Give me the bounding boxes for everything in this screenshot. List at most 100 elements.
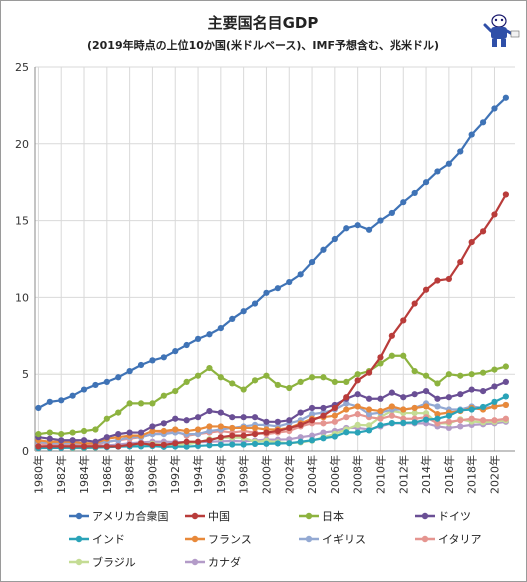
data-point xyxy=(172,426,179,433)
data-point xyxy=(183,443,190,450)
data-point xyxy=(240,432,247,439)
data-point xyxy=(491,403,498,410)
data-point xyxy=(331,433,338,440)
series-1 xyxy=(35,191,509,450)
data-point xyxy=(354,377,361,384)
data-point xyxy=(434,415,441,422)
data-point xyxy=(240,424,247,432)
data-point xyxy=(103,378,110,385)
data-point xyxy=(46,435,53,442)
data-point xyxy=(479,417,487,424)
data-point xyxy=(400,317,407,324)
data-point xyxy=(194,438,202,445)
data-point xyxy=(206,331,213,338)
data-point xyxy=(491,383,498,390)
data-point xyxy=(251,377,259,384)
x-tick-label: 1996年 xyxy=(214,455,228,494)
data-point xyxy=(206,427,213,435)
x-tick-label: 1982年 xyxy=(54,455,68,494)
data-point xyxy=(103,434,110,441)
data-point xyxy=(479,369,487,376)
data-point xyxy=(297,378,304,385)
data-point xyxy=(240,414,247,421)
data-point xyxy=(354,421,361,428)
data-point xyxy=(320,246,327,253)
data-point xyxy=(297,434,304,441)
data-point xyxy=(149,423,156,430)
data-point xyxy=(343,378,350,385)
data-point xyxy=(183,427,190,435)
data-point xyxy=(92,438,99,445)
data-point xyxy=(388,412,395,419)
data-point xyxy=(434,411,441,418)
data-point xyxy=(331,404,338,412)
data-point xyxy=(411,409,418,417)
data-point xyxy=(149,441,156,448)
data-point xyxy=(35,443,42,450)
data-point xyxy=(92,426,99,433)
data-point xyxy=(411,419,418,426)
data-point xyxy=(491,366,498,373)
data-point xyxy=(58,397,65,404)
legend-item: カナダ xyxy=(185,555,241,569)
legend-marker xyxy=(75,512,83,520)
x-tick-label: 2010年 xyxy=(373,455,387,494)
y-tick-label: 20 xyxy=(15,138,29,151)
chart-subtitle: (2019年時点の上位10か国(米ドルベース)、IMF予想含む、兆米ドル) xyxy=(87,38,439,52)
series-0 xyxy=(35,94,509,412)
data-point xyxy=(388,419,395,427)
data-point xyxy=(126,429,133,436)
legend-marker xyxy=(75,535,83,543)
data-point xyxy=(58,431,65,438)
x-tick-label: 2016年 xyxy=(442,455,456,494)
data-point xyxy=(206,364,213,372)
data-point xyxy=(445,275,452,283)
data-point xyxy=(422,416,430,423)
data-point xyxy=(115,431,122,438)
data-point xyxy=(479,228,487,235)
data-point xyxy=(297,421,304,428)
data-point xyxy=(377,354,384,361)
data-point xyxy=(172,387,179,395)
data-point xyxy=(217,423,224,430)
data-point xyxy=(206,442,213,449)
data-point xyxy=(400,406,407,413)
legend-item: ドイツ xyxy=(415,510,471,523)
data-point xyxy=(80,386,88,393)
data-point xyxy=(388,209,395,217)
data-point xyxy=(479,119,487,126)
data-point xyxy=(80,437,88,444)
data-point xyxy=(400,419,407,426)
data-point xyxy=(331,235,338,243)
data-point xyxy=(365,226,373,233)
data-point xyxy=(331,378,338,385)
data-point xyxy=(491,211,498,218)
legend-item: イタリア xyxy=(415,533,482,546)
data-point xyxy=(69,443,76,450)
legend-item: イギリス xyxy=(299,533,366,546)
mascot-icon xyxy=(483,14,520,47)
data-point xyxy=(468,239,475,246)
data-point xyxy=(35,431,42,438)
legend-label: ドイツ xyxy=(438,510,471,523)
data-point xyxy=(46,429,53,436)
legend-item: 中国 xyxy=(185,510,230,523)
data-point xyxy=(92,381,99,389)
x-tick-label: 2018年 xyxy=(465,455,479,494)
data-point xyxy=(400,199,407,206)
data-point xyxy=(126,368,133,375)
data-point xyxy=(194,426,202,433)
data-point xyxy=(434,277,441,284)
data-point xyxy=(457,407,464,414)
data-point xyxy=(194,431,202,438)
data-point xyxy=(445,412,452,419)
legend-marker xyxy=(75,558,83,566)
data-point xyxy=(502,378,509,385)
legend-marker xyxy=(191,512,199,520)
data-point xyxy=(160,441,167,448)
data-point xyxy=(274,381,281,389)
legend-marker xyxy=(421,512,429,520)
legend-label: インド xyxy=(92,533,125,546)
legend-item: ブラジル xyxy=(69,555,136,569)
data-point xyxy=(137,429,145,436)
